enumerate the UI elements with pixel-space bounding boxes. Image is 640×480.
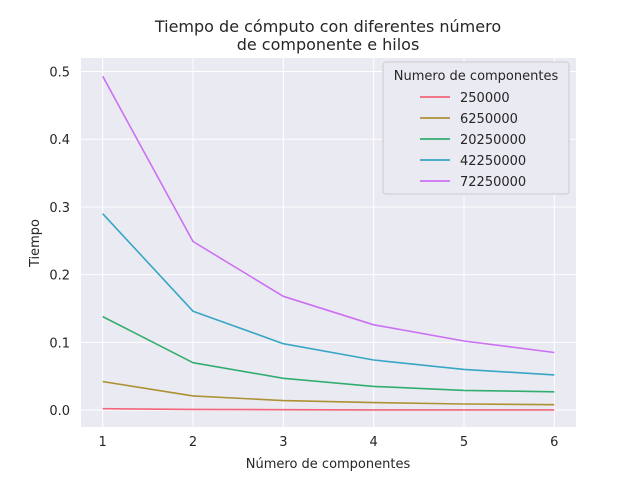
x-tick-label: 5 <box>460 435 468 450</box>
y-tick-label: 0.5 <box>49 66 70 81</box>
series-line-72250000 <box>101 75 555 354</box>
legend-box <box>382 61 570 195</box>
legend-title: Numero de componentes <box>394 69 559 84</box>
legend: Numero de componentes 250000 6250000 20250… <box>382 61 570 195</box>
series-line-6250000 <box>102 380 555 406</box>
series-line-250000 <box>102 407 555 411</box>
chart-title-line-2: de componente e hilos <box>237 35 420 54</box>
y-tick-label: 0.4 <box>49 133 70 148</box>
series-line-20250000 <box>102 315 555 393</box>
series-line-42250000 <box>102 213 555 376</box>
legend-label-42250000: 42250000 <box>460 154 526 169</box>
tick-labels: 1 2 3 4 5 6 0.0 0.1 0.2 0.3 0.4 0.5 <box>49 66 558 450</box>
y-tick-label: 0.2 <box>49 269 70 284</box>
y-tick-label: 0.0 <box>49 404 70 419</box>
x-tick-label: 6 <box>550 435 558 450</box>
legend-label-250000: 250000 <box>460 91 510 106</box>
y-tick-label: 0.1 <box>49 336 70 351</box>
legend-label-20250000: 20250000 <box>460 133 526 148</box>
y-tick-label: 0.3 <box>49 201 70 216</box>
chart-title-line-1: Tiempo de cómputo con diferentes número <box>154 17 501 36</box>
y-axis-label: Tiempo <box>28 219 43 268</box>
x-tick-label: 1 <box>99 435 107 450</box>
legend-label-6250000: 6250000 <box>460 112 518 127</box>
legend-label-72250000: 72250000 <box>460 175 526 190</box>
x-axis-label: Número de componentes <box>246 457 411 472</box>
x-tick-label: 3 <box>279 435 287 450</box>
x-tick-label: 2 <box>189 435 197 450</box>
x-tick-label: 4 <box>370 435 378 450</box>
series-lines <box>101 75 555 411</box>
